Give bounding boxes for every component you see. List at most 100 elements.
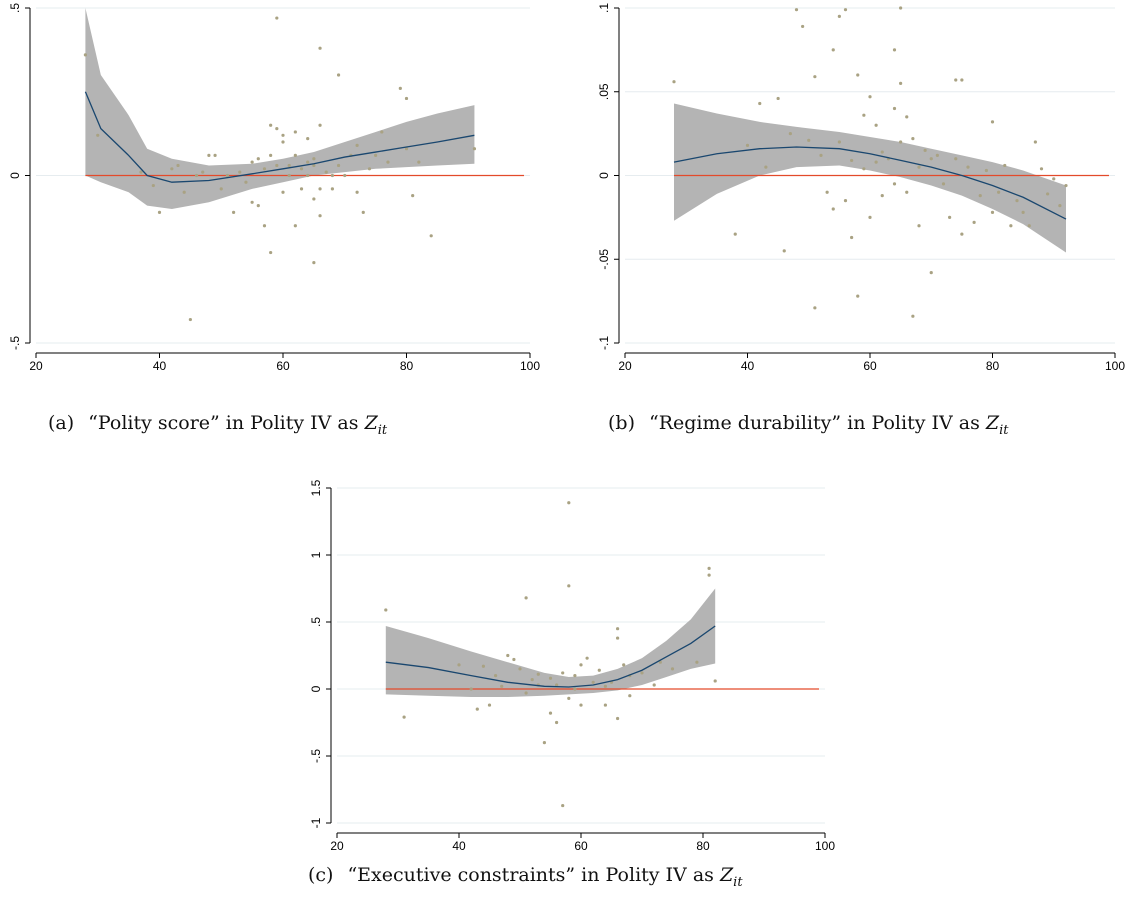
data-point-1: [402, 715, 406, 719]
x-tick-label-2: 60: [574, 839, 588, 853]
caption-b-text: “Regime durability” in Polity IV as: [649, 412, 980, 434]
data-point-33: [597, 668, 601, 672]
data-point-65: [1015, 199, 1019, 203]
data-point-42: [911, 314, 915, 318]
x-tick-label-4: 100: [520, 359, 540, 373]
data-point-69: [1039, 167, 1044, 171]
data-point-55: [960, 232, 964, 236]
data-point-35: [892, 182, 897, 186]
data-point-61: [367, 167, 372, 171]
data-point-0: [672, 80, 676, 84]
data-point-24: [567, 584, 571, 588]
data-point-30: [281, 133, 285, 137]
y-tick-label-1: -.05: [597, 249, 611, 270]
y-tick-label-1: -.5: [309, 749, 323, 763]
data-point-51: [324, 170, 328, 174]
data-point-28: [573, 674, 577, 678]
data-point-51: [948, 215, 952, 219]
data-point-3: [758, 101, 762, 106]
data-point-41: [306, 160, 310, 164]
data-point-29: [579, 703, 583, 707]
data-point-32: [591, 680, 595, 684]
data-point-4: [475, 707, 479, 711]
data-point-50: [713, 679, 717, 683]
data-point-63: [380, 130, 384, 134]
x-tick-label-1: 40: [153, 359, 167, 373]
data-point-21: [555, 720, 559, 725]
data-point-71: [1052, 177, 1056, 181]
data-point-37: [616, 627, 620, 631]
data-point-23: [856, 73, 860, 77]
data-point-5: [481, 664, 485, 668]
data-point-72: [1058, 204, 1062, 208]
chart-a-svg: 20 40 60 80 100 -.5 0 .5: [8, 3, 540, 373]
data-point-22: [262, 167, 267, 171]
data-point-6: [782, 249, 786, 253]
data-point-65: [398, 86, 402, 90]
data-point-25: [269, 250, 273, 255]
data-point-6: [487, 703, 492, 707]
data-point-12: [213, 153, 217, 157]
data-point-10: [807, 138, 811, 142]
data-point-58: [978, 194, 982, 198]
data-point-26: [862, 167, 866, 171]
caption-a: (a) “Polity score” in Polity IV as Zit: [48, 412, 387, 438]
data-point-53: [330, 187, 334, 191]
data-point-25: [862, 113, 866, 117]
data-point-8: [500, 684, 504, 688]
data-point-27: [573, 687, 577, 691]
x-tick-label-3: 80: [400, 359, 414, 373]
data-point-43: [640, 671, 644, 675]
data-point-42: [306, 137, 310, 141]
y-tick-label-2: .5: [8, 3, 22, 13]
data-point-35: [293, 224, 297, 228]
caption-a-z: Zit: [364, 412, 388, 438]
data-point-35: [603, 703, 607, 707]
confidence-band: [85, 8, 475, 209]
data-point-22: [850, 235, 854, 240]
data-point-11: [518, 667, 522, 671]
data-point-29: [874, 160, 878, 164]
data-point-16: [831, 207, 835, 211]
data-point-54: [336, 163, 341, 168]
data-point-67: [404, 147, 409, 151]
data-point-27: [275, 127, 279, 131]
data-point-8: [794, 8, 799, 12]
data-point-59: [355, 190, 359, 194]
data-point-71: [472, 147, 477, 151]
data-point-15: [232, 210, 236, 214]
data-point-7: [182, 190, 186, 194]
data-point-48: [318, 187, 322, 191]
data-point-70: [429, 234, 433, 238]
fitted-line: [673, 146, 1067, 220]
caption-b-z: Zit: [985, 412, 1009, 438]
data-point-46: [923, 148, 927, 152]
data-point-56: [343, 173, 347, 178]
data-point-14: [825, 190, 829, 194]
data-point-48: [929, 157, 933, 161]
data-point-19: [250, 160, 254, 164]
data-point-2: [139, 170, 143, 174]
data-point-10: [201, 170, 205, 174]
fitted-line: [84, 91, 475, 183]
data-point-47: [318, 46, 322, 50]
data-point-8: [188, 317, 192, 322]
data-point-41: [905, 190, 909, 194]
data-point-31: [281, 190, 285, 194]
data-point-9: [194, 173, 199, 178]
data-point-44: [652, 683, 656, 687]
data-point-5: [776, 96, 780, 101]
data-point-64: [1009, 224, 1013, 228]
data-point-11: [207, 153, 211, 157]
x-tick-label-2: 60: [276, 359, 290, 373]
data-point-52: [954, 78, 958, 82]
data-point-62: [374, 153, 378, 157]
data-point-40: [905, 115, 909, 119]
data-point-39: [899, 140, 903, 144]
data-point-43: [911, 137, 915, 141]
data-point-13: [819, 153, 823, 157]
data-point-57: [972, 220, 976, 224]
caption-c-label: (c): [308, 864, 334, 886]
data-point-63: [1003, 163, 1007, 168]
data-point-18: [548, 711, 553, 715]
